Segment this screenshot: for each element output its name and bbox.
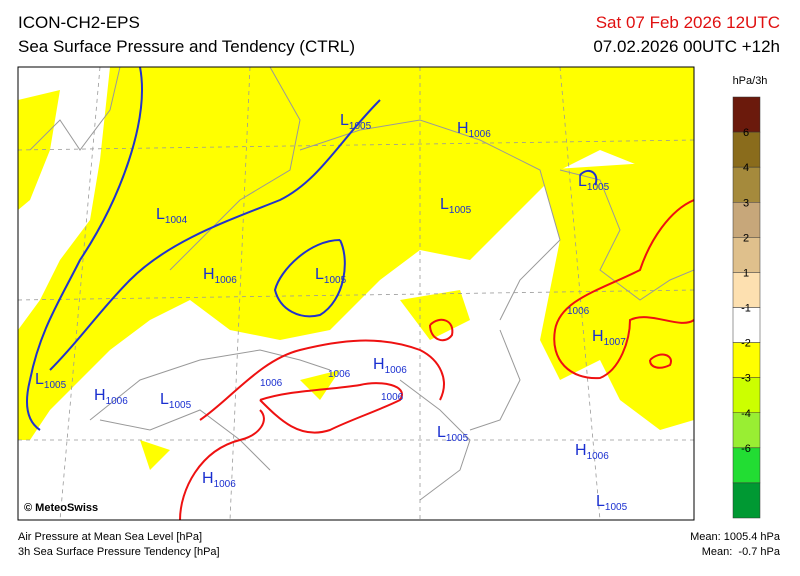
run-time: 07.02.2026 00UTC +12h bbox=[593, 37, 780, 56]
pressure-system: L1005 bbox=[437, 424, 469, 444]
isobars-low bbox=[26, 67, 598, 431]
legend-swatch bbox=[732, 482, 761, 519]
pressure-system: H1006 bbox=[203, 266, 237, 286]
isobar-label: 1006 bbox=[260, 378, 283, 389]
legend-swatch bbox=[732, 237, 761, 273]
legend: 6 4 3 2 1 -1 -2 -3 -4 -6 bbox=[732, 96, 761, 519]
legend-label: 4 bbox=[743, 162, 749, 174]
footer-mean: Mean: -0.7 hPa bbox=[702, 546, 781, 558]
pressure-labels: L1005 H1006 L1005 L1005 L1004 H1006 L1005 H1007… bbox=[35, 112, 628, 513]
isobar-label: 1006 bbox=[381, 392, 404, 403]
pressure-system: L1005 bbox=[315, 266, 347, 286]
legend-label: 3 bbox=[743, 197, 749, 209]
map-frame bbox=[17, 66, 695, 521]
legend-swatch bbox=[732, 96, 761, 133]
legend-label: -4 bbox=[741, 408, 751, 420]
legend-swatch bbox=[732, 202, 761, 238]
legend-label: -2 bbox=[741, 338, 751, 350]
legend-swatch bbox=[732, 342, 761, 378]
pressure-system: H1006 bbox=[202, 470, 236, 490]
pressure-system: H1006 bbox=[575, 442, 609, 462]
legend-swatch bbox=[732, 131, 761, 168]
legend-swatch bbox=[732, 166, 761, 203]
pressure-system: H1006 bbox=[94, 387, 128, 407]
legend-label: -6 bbox=[741, 443, 751, 455]
pressure-system: H1007 bbox=[592, 328, 626, 348]
legend-swatch bbox=[732, 377, 761, 413]
pressure-system: H1006 bbox=[457, 120, 491, 140]
isobar-label: 1006 bbox=[328, 369, 351, 380]
borders bbox=[29, 67, 694, 501]
legend-label: -3 bbox=[741, 373, 751, 385]
isobars-high bbox=[179, 199, 694, 520]
map: L1005 H1006 L1005 L1005 L1004 H1006 L1005 H1007… bbox=[17, 66, 695, 521]
legend-unit: hPa/3h bbox=[733, 75, 768, 87]
model-name: ICON-CH2-EPS bbox=[18, 13, 140, 32]
isobar-label: 1006 bbox=[567, 306, 590, 317]
footer-line: 3h Sea Surface Pressure Tendency [hPa] bbox=[18, 546, 220, 558]
pressure-system: L1005 bbox=[578, 173, 610, 193]
legend-label: 2 bbox=[743, 232, 749, 244]
tendency-field bbox=[18, 67, 694, 470]
valid-time: Sat 07 Feb 2026 12UTC bbox=[596, 13, 780, 32]
legend-label: 1 bbox=[743, 267, 749, 279]
pressure-system: L1005 bbox=[160, 391, 192, 411]
pressure-system: L1005 bbox=[340, 112, 372, 132]
legend-label: -1 bbox=[741, 303, 751, 315]
legend-label: 6 bbox=[743, 127, 749, 139]
pressure-system: L1004 bbox=[156, 206, 188, 226]
footer-mean: Mean: 1005.4 hPa bbox=[690, 531, 781, 543]
pressure-system: L1005 bbox=[440, 196, 472, 216]
pressure-system: L1005 bbox=[596, 493, 628, 513]
graticule bbox=[18, 67, 694, 520]
pressure-system: H1006 bbox=[373, 356, 407, 376]
footer-line: Air Pressure at Mean Sea Level [hPa] bbox=[18, 531, 202, 543]
copyright: © MeteoSwiss bbox=[24, 502, 98, 514]
pressure-system: L1005 bbox=[35, 371, 67, 391]
map-title: Sea Surface Pressure and Tendency (CTRL) bbox=[18, 37, 355, 56]
